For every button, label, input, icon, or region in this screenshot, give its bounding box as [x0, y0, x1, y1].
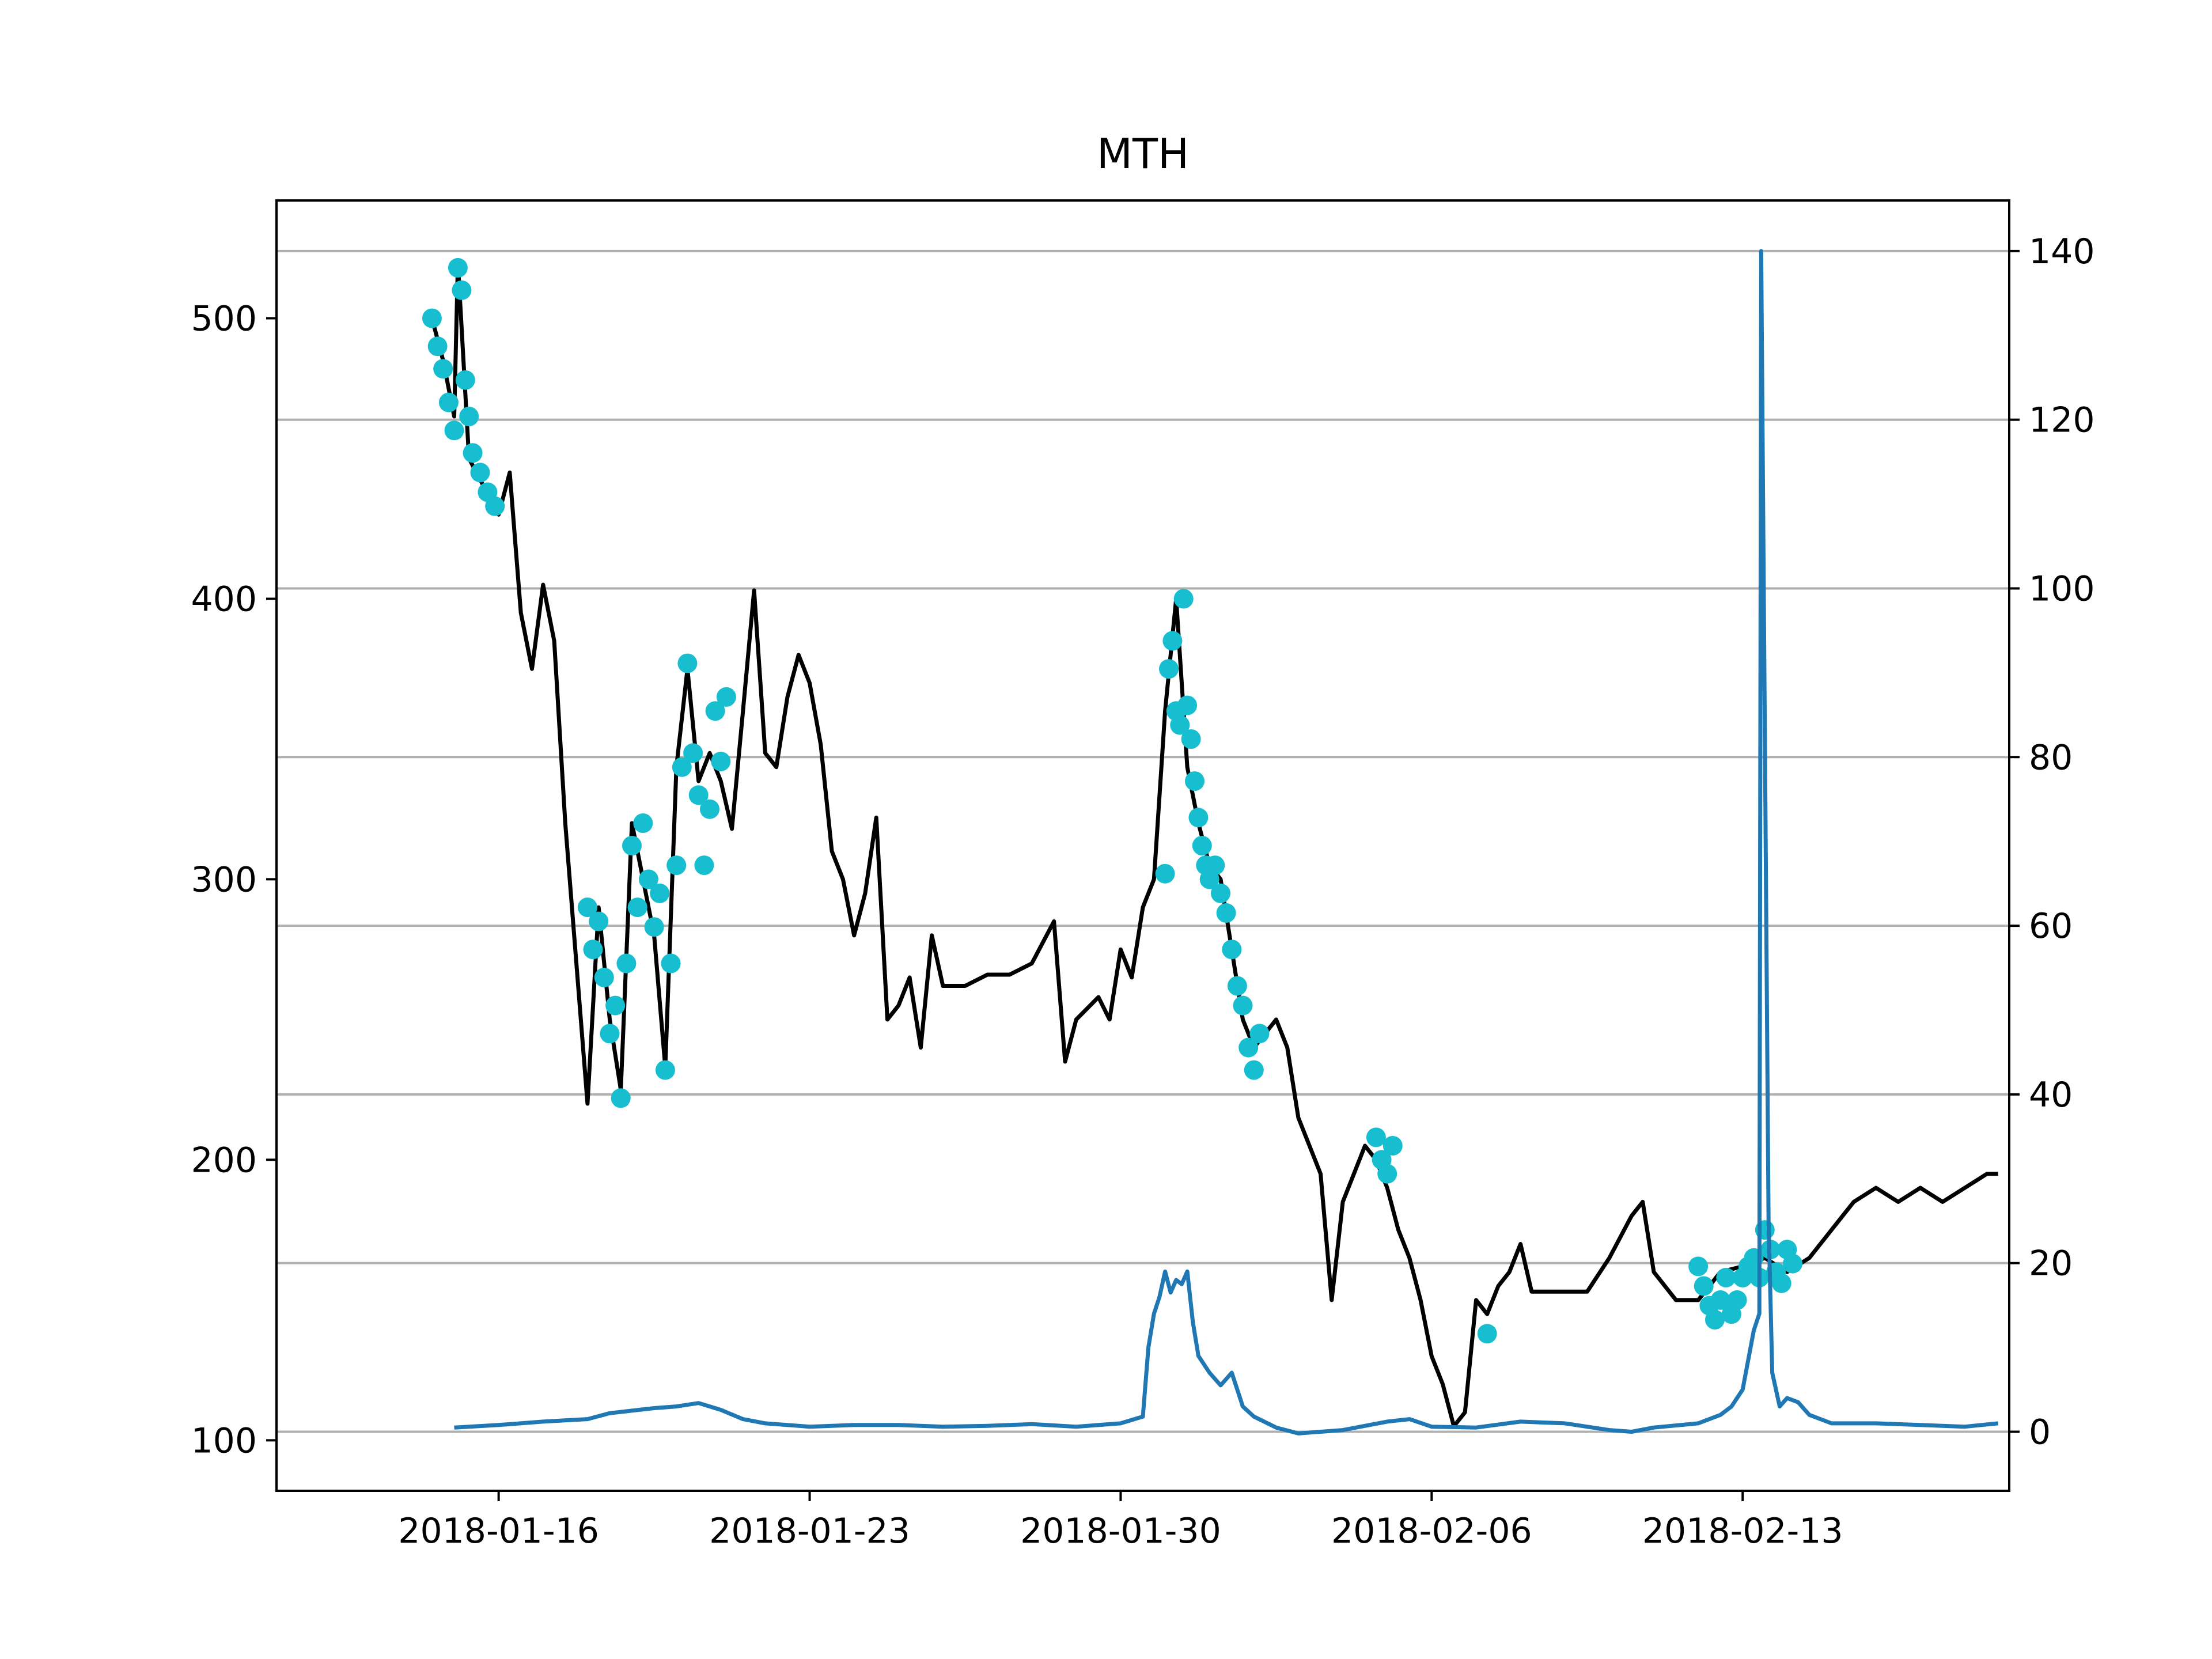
x-tick-label: 2018-02-13	[1642, 1511, 1843, 1551]
series-point	[711, 751, 731, 771]
series-point	[452, 280, 472, 300]
series-point	[1249, 1024, 1270, 1044]
series-point	[616, 953, 637, 974]
series-point	[683, 743, 703, 763]
y-right-tick-label: 20	[2029, 1244, 2073, 1284]
y-left-tick-label: 500	[191, 299, 257, 339]
y-right-tick-label: 100	[2029, 569, 2095, 609]
series-point	[594, 967, 614, 987]
series-point	[1233, 995, 1253, 1016]
series-point	[1216, 903, 1236, 923]
grid-lines	[276, 249, 2009, 1433]
series-point	[1170, 715, 1190, 735]
series-point	[650, 883, 670, 903]
series-line-0	[430, 260, 1998, 1429]
y-right-tick-label: 40	[2029, 1075, 2073, 1115]
x-tick-label: 2018-01-16	[398, 1511, 599, 1551]
series-point	[1222, 940, 1242, 960]
series-point	[448, 257, 468, 278]
series-point	[627, 897, 647, 918]
series-point	[1211, 883, 1230, 903]
series-point	[1177, 695, 1198, 715]
series-point	[1705, 1310, 1725, 1330]
series-point	[1185, 771, 1205, 791]
y-right-tick-label: 120	[2029, 400, 2095, 441]
series-point	[1162, 631, 1183, 651]
x-tick-label: 2018-01-30	[1020, 1511, 1221, 1551]
plot-series	[422, 249, 1999, 1435]
series-point	[611, 1088, 631, 1108]
series-point	[459, 407, 479, 426]
series-point	[1205, 855, 1225, 876]
series-point	[470, 463, 490, 483]
series-point	[644, 917, 664, 937]
series-point	[1366, 1127, 1386, 1147]
series-point	[1688, 1256, 1709, 1277]
series-point	[716, 687, 736, 707]
y-right-tick-label: 140	[2029, 232, 2095, 272]
series-point	[485, 496, 505, 516]
series-point	[672, 757, 692, 777]
series-point	[1710, 1290, 1730, 1310]
series-point	[463, 443, 483, 463]
series-point	[589, 911, 609, 931]
x-tick-label: 2018-01-23	[709, 1511, 910, 1551]
series-point	[1173, 589, 1194, 609]
axes: 100 200 300 400 500 0 20 40 60 80 100 120 140 2018-01…	[191, 199, 2095, 1551]
series-point	[1716, 1267, 1736, 1287]
y-right-tick-label: 60	[2029, 906, 2073, 946]
series-point	[438, 392, 459, 412]
series-point	[1771, 1273, 1791, 1293]
series-point	[1188, 808, 1209, 828]
series-point	[577, 897, 597, 918]
series-point	[1227, 976, 1247, 996]
series-point	[1377, 1164, 1397, 1184]
series-point	[1382, 1136, 1403, 1156]
series-point	[1694, 1276, 1714, 1296]
series-point	[1783, 1253, 1802, 1274]
series-point	[661, 953, 681, 974]
series-point	[605, 995, 626, 1016]
series-point	[1477, 1324, 1497, 1344]
chart-title: MTH	[1097, 130, 1189, 178]
series-line-2	[454, 249, 1999, 1435]
series-point	[1192, 836, 1212, 855]
series-point	[655, 1060, 675, 1080]
series-point	[1181, 729, 1201, 749]
y-left-tick-label: 100	[191, 1421, 257, 1461]
series-point	[694, 855, 714, 876]
series-point	[583, 940, 603, 960]
series-point	[455, 370, 475, 390]
series-point	[1244, 1060, 1264, 1080]
series-point	[688, 785, 709, 805]
series-point	[422, 308, 442, 328]
series-point	[1155, 863, 1175, 884]
series-point	[633, 813, 653, 833]
y-right-tick-label: 0	[2029, 1412, 2051, 1453]
series-point	[433, 359, 453, 379]
series-point	[427, 336, 448, 357]
plot-frame	[275, 199, 2010, 1492]
series-point	[677, 653, 698, 673]
series-point	[444, 421, 464, 441]
series-point	[1238, 1037, 1259, 1058]
series-point	[700, 799, 719, 819]
y-left-tick-label: 400	[191, 579, 257, 619]
series-point	[622, 836, 642, 855]
x-tick-label: 2018-02-06	[1331, 1511, 1532, 1551]
series-point	[1159, 659, 1179, 679]
series-point	[705, 701, 725, 721]
series-point	[1727, 1290, 1747, 1310]
y-right-tick-label: 80	[2029, 737, 2073, 778]
series-point	[666, 855, 687, 876]
y-left-tick-label: 200	[191, 1140, 257, 1180]
series-point	[638, 869, 658, 889]
series-point	[600, 1024, 620, 1044]
y-left-tick-label: 300	[191, 859, 257, 900]
